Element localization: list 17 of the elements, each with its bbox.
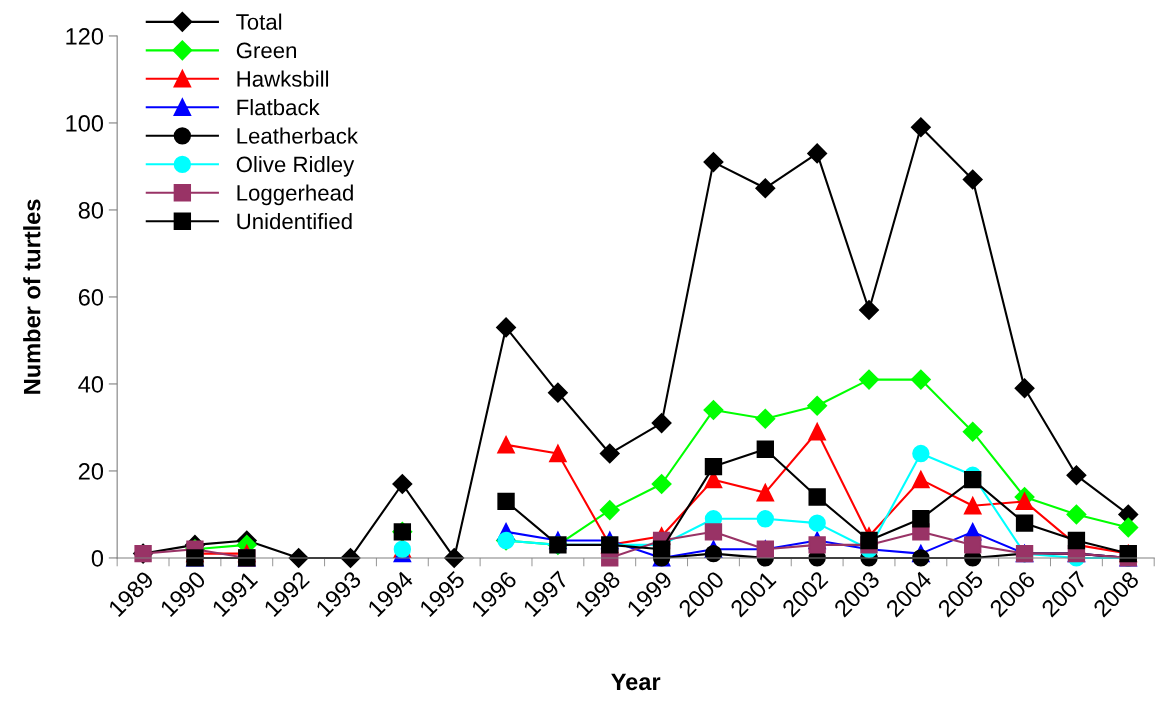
- y-axis-title: Number of turtles: [23, 199, 41, 394]
- legend-label: Flatback: [237, 99, 320, 116]
- x-axis-title: Year: [611, 673, 661, 691]
- y-tick-label: 60: [78, 289, 104, 306]
- legend-label: Total: [236, 13, 282, 30]
- y-tick-label: 20: [78, 463, 104, 480]
- legend-label: Olive Ridley: [236, 155, 355, 177]
- y-tick-label: 120: [66, 28, 104, 45]
- legend-label: Loggerhead: [237, 184, 353, 206]
- legend-label: Green: [236, 42, 296, 59]
- legend-label: Unidentified: [237, 212, 352, 230]
- y-tick-label: 100: [66, 115, 104, 132]
- y-tick-label: 40: [78, 376, 104, 393]
- y-tick-label: 80: [78, 202, 104, 219]
- legend-label: Hawksbill: [237, 70, 329, 87]
- y-tick-label: 0: [91, 550, 104, 567]
- legend-label: Leatherback: [237, 127, 359, 144]
